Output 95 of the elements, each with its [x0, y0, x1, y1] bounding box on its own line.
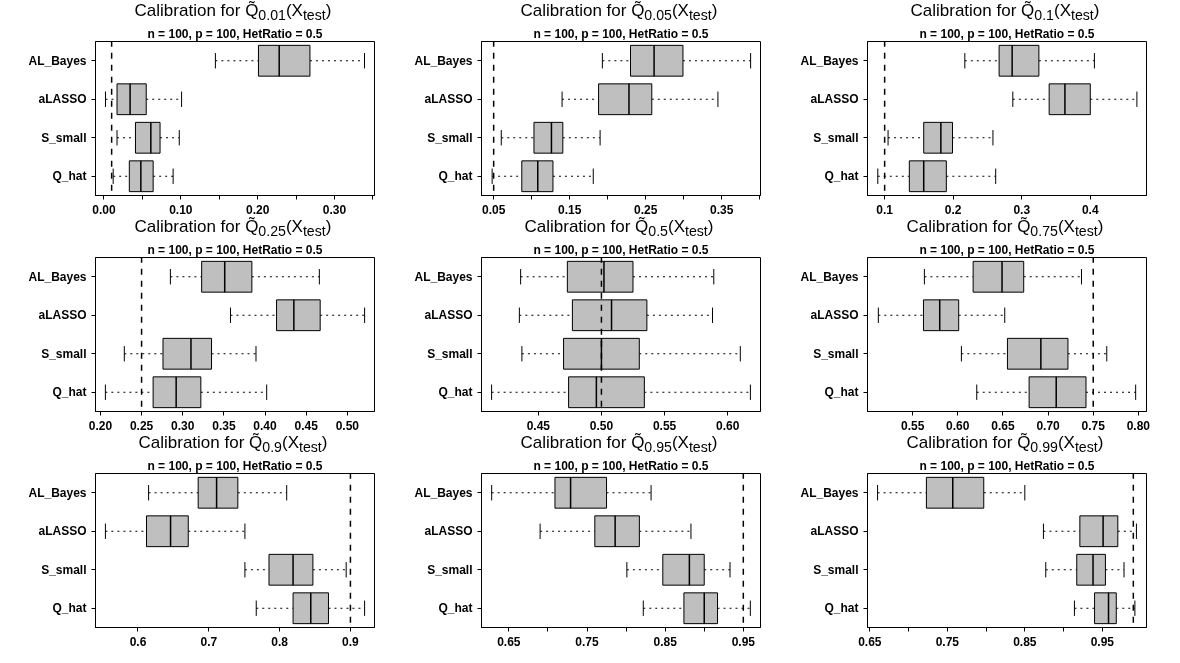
y-tick-label: S_small [813, 346, 859, 361]
y-tick-label: AL_Bayes [28, 53, 87, 68]
chart-title: Calibration for Q̃$_{0.95}$(X$_{test}$) [520, 432, 718, 458]
y-tick-label: S_small [41, 346, 87, 361]
x-tick-label: 0.50 [335, 418, 360, 433]
chart-subtitle: n = 100, p = 100, HetRatio = 0.5 [533, 243, 709, 257]
x-tick-label: 0.15 [558, 202, 582, 217]
x-tick-label: 0.55 [652, 418, 677, 433]
x-tick-label: 0.30 [171, 418, 195, 433]
x-tick-label: 0.20 [246, 202, 270, 217]
chart-title: Calibration for Q̃$_{0.75}$(X$_{test}$) [906, 216, 1104, 242]
chart-title: Calibration for Q̃$_{0.9}$(X$_{test}$) [138, 432, 328, 458]
x-tick-label: 0.25 [129, 418, 154, 433]
chart-subtitle: n = 100, p = 100, HetRatio = 0.5 [533, 27, 709, 41]
x-tick-label: 0.2 [944, 202, 962, 217]
x-tick-label: 0.65 [858, 634, 882, 649]
chart-subtitle: n = 100, p = 100, HetRatio = 0.5 [147, 243, 323, 257]
y-tick-label: S_small [41, 130, 87, 145]
x-tick-label: 0.40 [253, 418, 278, 433]
y-tick-label: aLASSO [424, 524, 473, 539]
y-tick-label: AL_Bayes [800, 269, 859, 284]
x-tick-label: 0.60 [946, 418, 970, 433]
x-tick-label: 0.05 [481, 202, 506, 217]
chart-title: Calibration for Q̃$_{0.01}$(X$_{test}$) [134, 0, 332, 26]
y-tick-label: S_small [813, 130, 859, 145]
y-tick-label: Q_hat [824, 169, 859, 184]
y-tick-label: Q_hat [824, 601, 859, 616]
y-tick-label: S_small [41, 562, 87, 577]
x-tick-label: 0.75 [1081, 418, 1106, 433]
x-tick-label: 0.85 [653, 634, 678, 649]
chart-subtitle: n = 100, p = 100, HetRatio = 0.5 [147, 459, 323, 473]
x-tick-label: 0.60 [716, 418, 740, 433]
y-tick-label: aLASSO [810, 92, 859, 107]
chart-title: Calibration for Q̃$_{0.05}$(X$_{test}$) [520, 0, 718, 26]
x-tick-label: 0.4 [1081, 202, 1099, 217]
x-tick-label: 0.1 [876, 202, 894, 217]
y-tick-label: S_small [427, 130, 473, 145]
x-tick-label: 0.3 [1013, 202, 1031, 217]
x-tick-label: 0.10 [169, 202, 193, 217]
chart-title: Calibration for Q̃$_{0.1}$(X$_{test}$) [910, 0, 1100, 26]
y-tick-label: AL_Bayes [414, 485, 473, 500]
y-tick-label: AL_Bayes [414, 53, 473, 68]
y-tick-label: AL_Bayes [28, 485, 87, 500]
y-tick-label: aLASSO [810, 308, 859, 323]
x-tick-label: 0.55 [900, 418, 925, 433]
y-tick-label: Q_hat [824, 385, 859, 400]
chart-subtitle: n = 100, p = 100, HetRatio = 0.5 [919, 459, 1095, 473]
x-tick-label: 0.65 [991, 418, 1015, 433]
y-tick-label: aLASSO [38, 524, 87, 539]
x-tick-label: 0.85 [1013, 634, 1037, 649]
x-tick-label: 0.20 [88, 418, 113, 433]
x-tick-label: 0.8 [271, 634, 289, 649]
x-tick-label: 0.95 [731, 634, 756, 649]
y-tick-label: Q_hat [52, 169, 87, 184]
x-tick-label: 0.45 [526, 418, 551, 433]
y-tick-label: Q_hat [438, 601, 473, 616]
x-tick-label: 0.80 [1126, 418, 1151, 433]
y-tick-label: AL_Bayes [414, 269, 473, 284]
x-tick-label: 0.65 [497, 634, 521, 649]
y-tick-label: AL_Bayes [28, 269, 87, 284]
y-tick-label: aLASSO [424, 308, 473, 323]
chart-title: Calibration for Q̃$_{0.99}$(X$_{test}$) [906, 432, 1104, 458]
x-tick-label: 0.35 [212, 418, 236, 433]
y-tick-label: S_small [813, 562, 859, 577]
x-tick-label: 0.7 [200, 634, 218, 649]
x-tick-label: 0.30 [322, 202, 347, 217]
y-tick-label: Q_hat [52, 601, 87, 616]
y-tick-label: aLASSO [38, 308, 87, 323]
chart-subtitle: n = 100, p = 100, HetRatio = 0.5 [147, 27, 323, 41]
x-tick-label: 0.25 [634, 202, 658, 217]
x-tick-label: 0.50 [589, 418, 614, 433]
x-tick-label: 0.75 [935, 634, 960, 649]
chart-subtitle: n = 100, p = 100, HetRatio = 0.5 [919, 27, 1095, 41]
chart-subtitle: n = 100, p = 100, HetRatio = 0.5 [919, 243, 1095, 257]
y-tick-label: S_small [427, 346, 473, 361]
y-tick-label: aLASSO [424, 92, 473, 107]
y-tick-label: Q_hat [438, 385, 473, 400]
chart-title: Calibration for Q̃$_{0.5}$(X$_{test}$) [524, 216, 714, 242]
x-tick-label: 0.75 [575, 634, 600, 649]
x-tick-label: 0.70 [1036, 418, 1061, 433]
y-tick-label: AL_Bayes [800, 485, 859, 500]
chart-subtitle: n = 100, p = 100, HetRatio = 0.5 [533, 459, 709, 473]
y-tick-label: Q_hat [52, 385, 87, 400]
x-tick-label: 0.95 [1090, 634, 1115, 649]
y-tick-label: AL_Bayes [800, 53, 859, 68]
x-tick-label: 0.35 [710, 202, 734, 217]
y-tick-label: Q_hat [438, 169, 473, 184]
x-tick-label: 0.45 [294, 418, 319, 433]
x-tick-label: 0.00 [92, 202, 116, 217]
chart-title: Calibration for Q̃$_{0.25}$(X$_{test}$) [134, 216, 332, 242]
y-tick-label: S_small [427, 562, 473, 577]
x-tick-label: 0.6 [129, 634, 147, 649]
y-tick-label: aLASSO [38, 92, 87, 107]
x-tick-label: 0.9 [342, 634, 360, 649]
y-tick-label: aLASSO [810, 524, 859, 539]
